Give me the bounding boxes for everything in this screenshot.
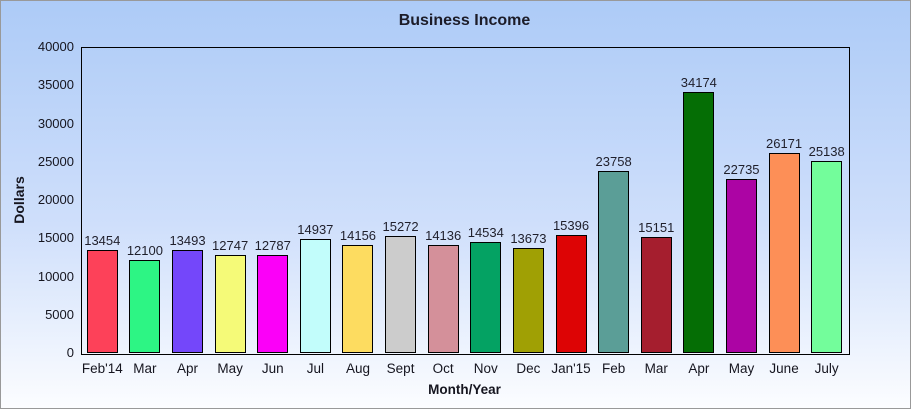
x-tick-label: Jun bbox=[261, 361, 284, 376]
bar-Sept-7 bbox=[385, 236, 417, 353]
x-tick-label: Nov bbox=[473, 361, 498, 376]
y-tick-label: 30000 bbox=[37, 115, 74, 131]
bar-value-label: 12747 bbox=[212, 238, 249, 254]
bar-Aug-6 bbox=[342, 244, 374, 353]
bar-Mar-13 bbox=[640, 237, 672, 353]
bar-Mar-1 bbox=[129, 260, 161, 353]
bar-value-label: 34174 bbox=[680, 74, 717, 90]
y-tick-label: 5000 bbox=[45, 306, 74, 322]
bar-Apr-14 bbox=[683, 91, 715, 353]
bar-July-17 bbox=[811, 160, 843, 353]
x-tick-label: Sept bbox=[386, 361, 415, 376]
x-tick-label: June bbox=[769, 361, 799, 376]
x-tick-label: Jan'15 bbox=[551, 361, 591, 376]
y-tick-label: 40000 bbox=[37, 39, 74, 54]
x-tick-label: May bbox=[728, 361, 755, 376]
bar-Feb'14-0 bbox=[86, 250, 118, 353]
bar-value-label: 26171 bbox=[765, 135, 803, 151]
x-tick-label: Mar bbox=[133, 361, 157, 376]
bar-value-label: 13493 bbox=[169, 232, 206, 248]
bar-Apr-2 bbox=[172, 249, 204, 353]
bar-value-label: 13454 bbox=[84, 233, 121, 249]
bar-value-label: 15396 bbox=[552, 218, 590, 234]
bar-Nov-9 bbox=[470, 241, 502, 353]
bar-value-label: 14136 bbox=[425, 227, 462, 243]
bar-value-label: 14534 bbox=[467, 224, 504, 240]
bar-value-label: 15272 bbox=[382, 219, 419, 235]
bar-May-3 bbox=[214, 255, 246, 353]
bar-value-label: 12100 bbox=[126, 243, 163, 259]
plot-area bbox=[81, 47, 850, 355]
bar-value-label: 25138 bbox=[808, 143, 845, 159]
x-tick-label: Aug bbox=[345, 361, 370, 376]
y-tick-label: 25000 bbox=[37, 153, 74, 169]
bar-value-label: 14937 bbox=[297, 221, 334, 237]
y-tick-label: 35000 bbox=[37, 77, 74, 93]
y-tick-label: 10000 bbox=[37, 268, 74, 284]
bar-value-label: 14156 bbox=[339, 227, 377, 243]
x-tick-label: May bbox=[217, 361, 243, 376]
x-axis-title: Month/Year bbox=[428, 382, 501, 397]
x-tick-label: Jul bbox=[306, 361, 324, 376]
bar-May-15 bbox=[725, 179, 757, 353]
x-tick-label: Dec bbox=[516, 361, 541, 376]
bar-Dec-10 bbox=[512, 248, 544, 353]
bar-value-label: 23758 bbox=[595, 154, 632, 170]
chart-title: Business Income bbox=[398, 12, 531, 29]
y-tick-label: 15000 bbox=[37, 230, 74, 246]
bar-value-label: 13673 bbox=[510, 231, 547, 247]
bar-Feb-12 bbox=[598, 171, 630, 353]
bar-Oct-8 bbox=[427, 244, 459, 353]
bar-value-label: 22735 bbox=[723, 162, 760, 178]
x-tick-label: Feb'14 bbox=[81, 361, 123, 376]
bar-Jan'15-11 bbox=[555, 235, 587, 353]
x-tick-label: Apr bbox=[177, 361, 199, 376]
bar-value-label: 15151 bbox=[638, 220, 675, 236]
x-tick-label: July bbox=[814, 361, 839, 376]
bar-June-16 bbox=[768, 152, 800, 353]
bar-Jun-4 bbox=[257, 255, 289, 353]
x-tick-label: Apr bbox=[688, 361, 710, 376]
x-tick-label: Oct bbox=[432, 361, 454, 376]
y-tick-label: 0 bbox=[66, 345, 74, 360]
y-tick-label: 20000 bbox=[37, 192, 74, 207]
bar-Jul-5 bbox=[299, 238, 331, 353]
bar-value-label: 12787 bbox=[254, 238, 291, 254]
x-tick-label: Feb bbox=[602, 361, 626, 376]
x-tick-label: Mar bbox=[644, 361, 668, 376]
